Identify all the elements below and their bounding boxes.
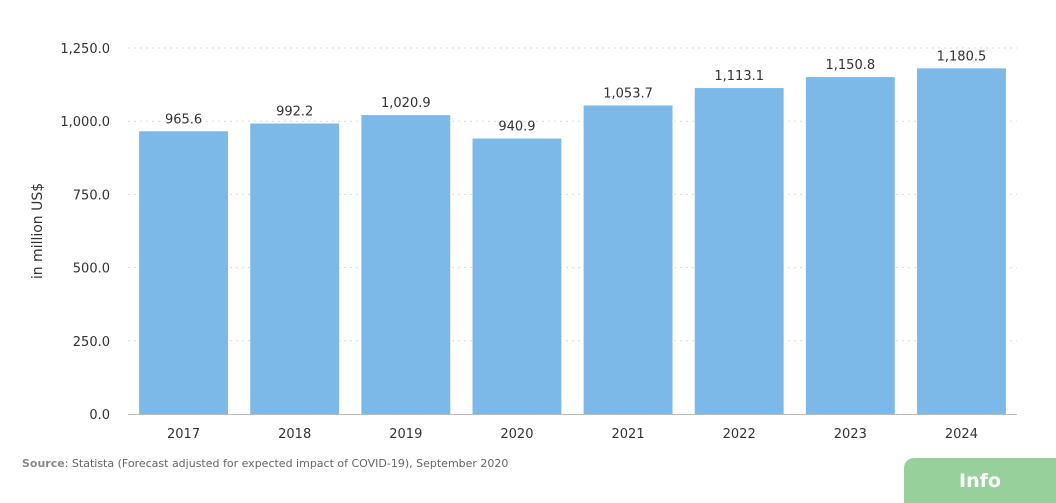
source-text: : Statista (Forecast adjusted for expect…: [64, 457, 509, 470]
source-label: Source: [22, 457, 65, 470]
y-tick-label: 500.0: [73, 262, 110, 277]
bar-value-label: 992.2: [276, 104, 313, 119]
bar-value-label: 940.9: [498, 120, 535, 135]
y-axis-ticks: 0.0 250.0 500.0 750.0 1,000.0 1,250.0: [60, 42, 110, 423]
x-tick-label: 2019: [389, 427, 422, 442]
x-tick-label: 2022: [723, 427, 756, 442]
bar[interactable]: [805, 77, 895, 414]
info-button-label: Info: [959, 469, 1001, 492]
y-tick-label: 750.0: [73, 188, 110, 203]
bar-value-label: 1,180.5: [937, 49, 987, 64]
x-tick-label: 2018: [278, 427, 311, 442]
bars: 965.6 992.2 1,020.9 940.9 1,053.7 1,113.1 1,15…: [139, 49, 1006, 415]
bar[interactable]: [361, 115, 451, 415]
x-tick-label: 2021: [612, 427, 645, 442]
bar[interactable]: [250, 123, 340, 415]
x-tick-label: 2024: [945, 427, 978, 442]
bar-value-label: 965.6: [165, 112, 202, 127]
info-button[interactable]: Info: [904, 458, 1056, 503]
bar-value-label: 1,020.9: [381, 96, 431, 111]
x-tick-label: 2023: [834, 427, 867, 442]
y-tick-label: 0.0: [89, 408, 110, 423]
bar-value-label: 1,053.7: [603, 86, 653, 101]
y-axis-label: in million US$: [30, 183, 46, 279]
bar[interactable]: [472, 138, 562, 414]
bar-chart: 0.0 250.0 500.0 750.0 1,000.0 1,250.0 in mill…: [30, 42, 1017, 442]
x-axis-ticks: 2017 2018 2019 2020 2021 2022 2023 2024: [167, 427, 978, 442]
grid-lines: [128, 47, 1017, 342]
source-note: Source: Statista (Forecast adjusted for …: [22, 457, 508, 470]
bar[interactable]: [916, 68, 1006, 414]
y-tick-label: 250.0: [73, 335, 110, 350]
x-tick-label: 2020: [500, 427, 533, 442]
bar-value-label: 1,150.8: [826, 58, 876, 73]
x-tick-label: 2017: [167, 427, 200, 442]
bar[interactable]: [694, 88, 784, 414]
bar[interactable]: [139, 131, 229, 414]
y-tick-label: 1,000.0: [60, 115, 110, 130]
y-tick-label: 1,250.0: [60, 42, 110, 57]
bar-value-label: 1,113.1: [714, 69, 764, 84]
bar[interactable]: [583, 105, 673, 415]
